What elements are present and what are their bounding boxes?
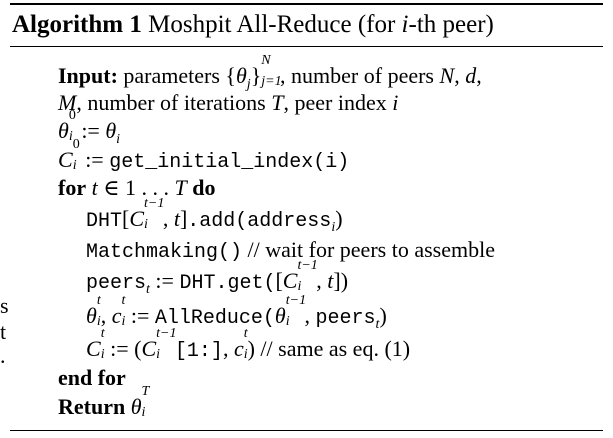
- algorithm-name: Moshpit All-Reduce (for: [148, 11, 396, 38]
- clipped-text-2: t: [0, 319, 7, 344]
- dht-add-line: DHT[Ct−1t−1i, t].add(addressi): [86, 196, 343, 235]
- bottom-rule: [10, 430, 603, 431]
- title-suffix: -th peer): [408, 11, 494, 38]
- allreduce-line: θtti, ctti := AllReduce(θt−1t−1i, peerst…: [86, 293, 387, 332]
- top-rule: [10, 3, 603, 5]
- slice-op: [1:]: [174, 340, 223, 363]
- peers-get-line: peerst := DHT.get([Ct−1t−1i, t]): [86, 258, 349, 297]
- end-for-line: end for: [58, 364, 126, 392]
- input-text-peers: , number of peers: [280, 63, 434, 88]
- end-for-keyword: end for: [58, 365, 126, 390]
- input-text-index: , peer index: [283, 90, 387, 115]
- algorithm-title: Algorithm 1 Moshpit All-Reduce (for i-th…: [12, 8, 494, 42]
- input-text-iterations: number of iterations: [87, 90, 266, 115]
- theta-init-line: θ00i := θi: [58, 108, 121, 147]
- return-keyword: Return: [58, 394, 126, 419]
- clipped-text-3: .: [0, 343, 6, 368]
- dht-object: DHT: [86, 210, 123, 233]
- address-arg: address: [247, 210, 332, 233]
- clipped-text-1: s: [0, 293, 9, 318]
- same-as-comment: // same as eq. (1): [260, 336, 411, 361]
- title-rule: [10, 46, 603, 47]
- matchmaking-line: Matchmaking() // wait for peers to assem…: [86, 236, 495, 267]
- get-initial-index-call: get_initial_index(i): [109, 151, 350, 174]
- allreduce-call: AllReduce(: [154, 307, 275, 330]
- index-update-line: Ctti := (Ct−1t−1i[1:], ctti) // same as …: [86, 326, 411, 364]
- title-variable: i: [401, 11, 409, 38]
- for-line: for t ∈ 1 . . . T do: [58, 175, 216, 200]
- do-keyword: do: [192, 175, 216, 200]
- input-keyword: Input:: [58, 63, 118, 88]
- input-text-params: parameters: [123, 63, 220, 88]
- for-keyword: for: [58, 175, 87, 200]
- dht-get-call: DHT.get(: [179, 272, 276, 295]
- peers-arg: peers: [315, 307, 376, 330]
- input-line-2: M, number of iterations T, peer index i: [58, 90, 399, 115]
- return-line: Return θTTi: [58, 384, 150, 420]
- input-line: Input: parameters {θj}j=1Nj=1, number of…: [58, 53, 482, 92]
- peers-var: peers: [86, 272, 147, 295]
- algorithm-label: Algorithm 1: [12, 11, 142, 38]
- add-method: .add(: [187, 210, 248, 233]
- index-init-line: C00i := get_initial_index(i): [58, 137, 350, 175]
- matchmaking-call: Matchmaking(): [86, 241, 243, 264]
- matchmaking-comment: // wait for peers to assemble: [247, 237, 495, 262]
